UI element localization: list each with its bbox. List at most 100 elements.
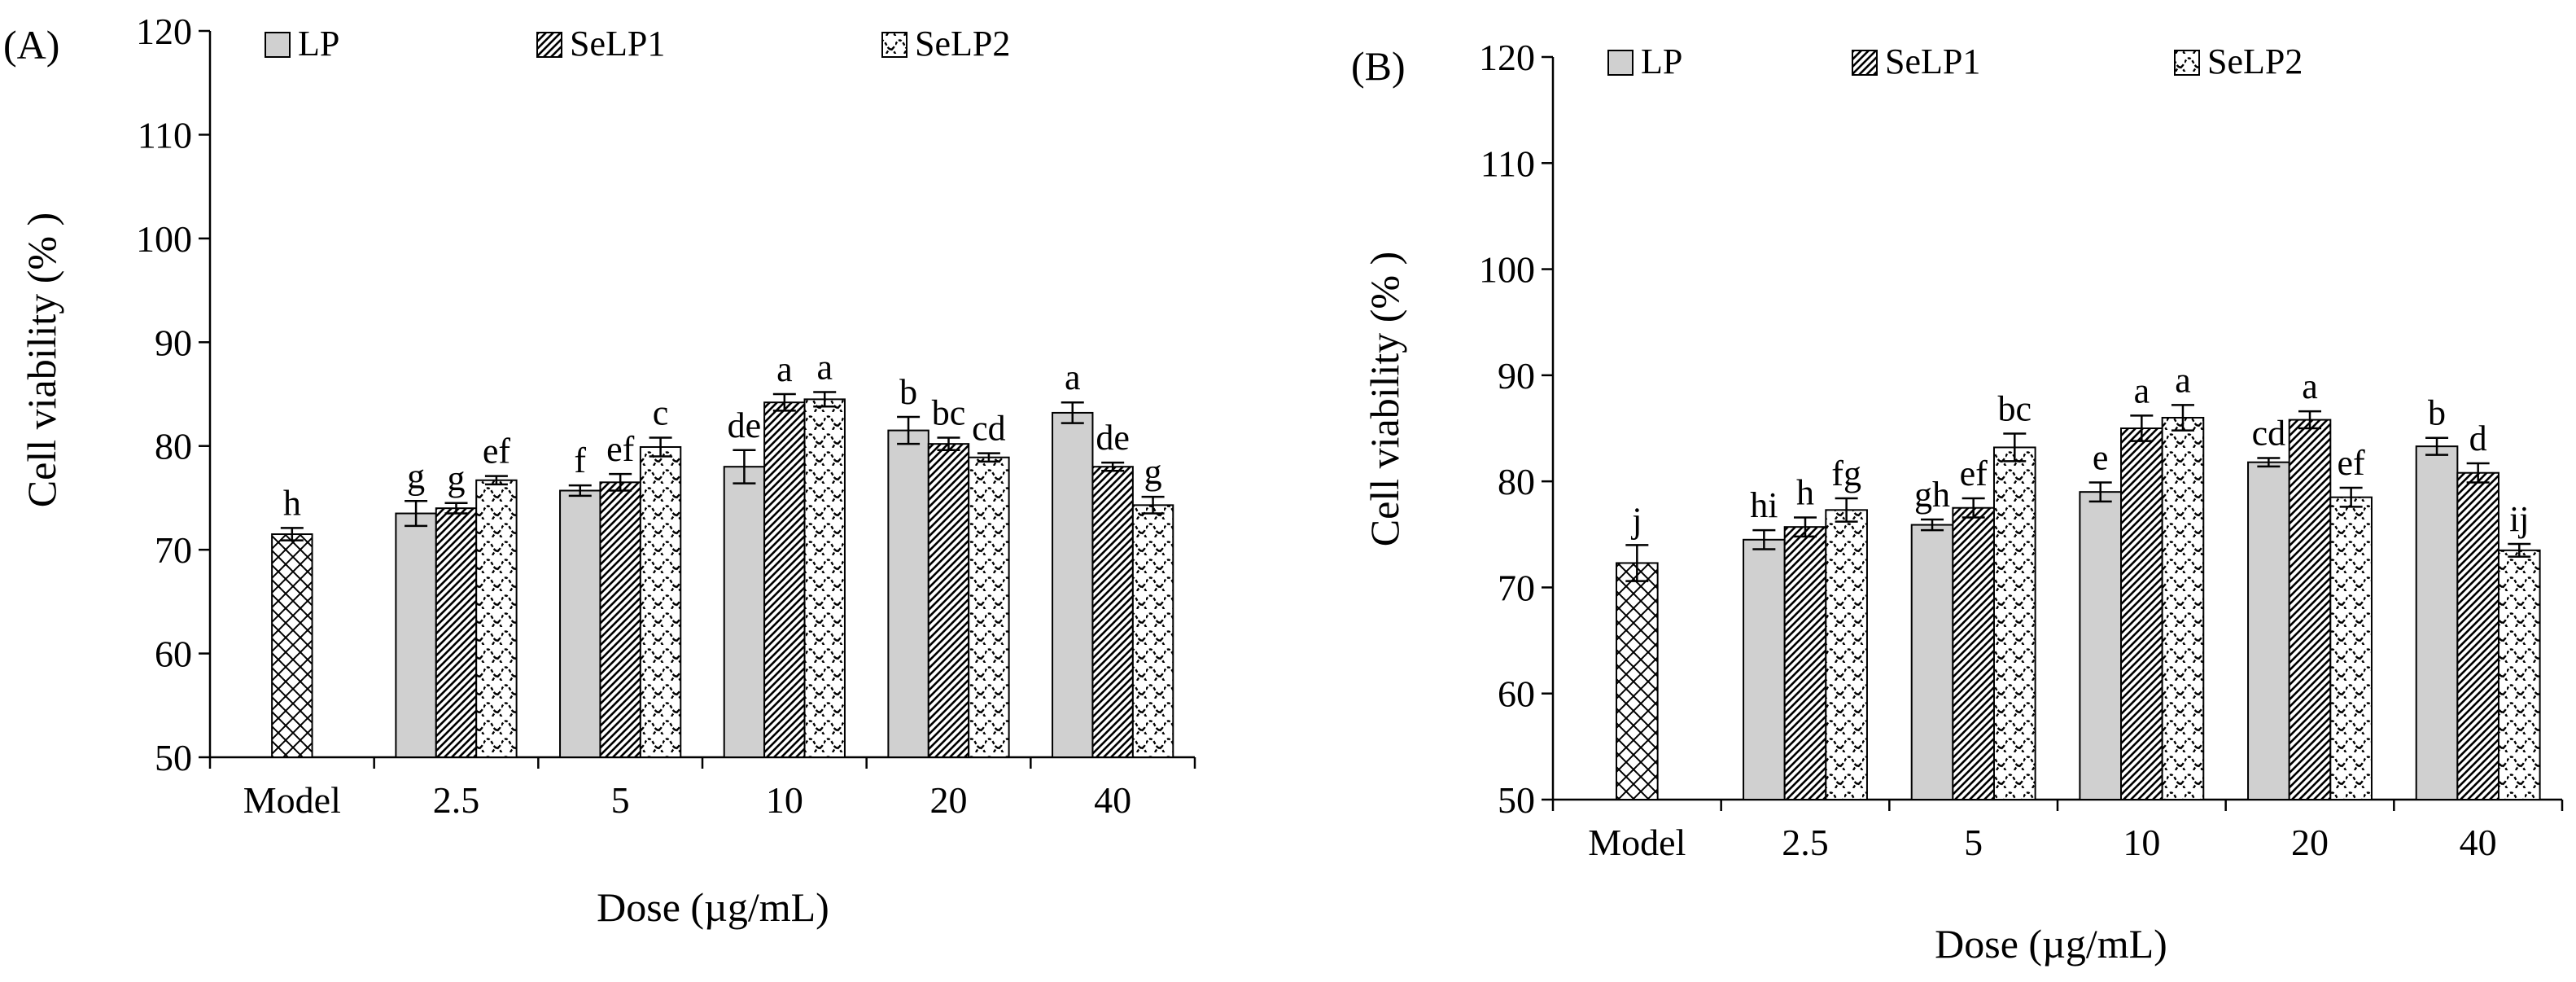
panel-b-selp1-40-bar (2456, 471, 2499, 800)
panel-b-lp-40-sig-label: b (2428, 393, 2446, 433)
panel-a-ytick-label: 120 (136, 11, 192, 52)
panel-a-ylabel: Cell viability (% ) (19, 213, 64, 507)
panel-a-legend-swatch-lp (265, 32, 291, 58)
panel-b-selp2-20-sig-label: ef (2338, 443, 2366, 483)
panel-a-selp1-40-bar (1091, 466, 1134, 758)
panel-b-lp-5-sig-label: gh (1914, 475, 1950, 515)
panel-b-xtick-label: 5 (1964, 822, 1983, 863)
panel-b-lp-10-sig-label: e (2093, 437, 2109, 477)
panel-a-lp-10-sig-label: de (728, 406, 762, 445)
panel-a-legend-swatch-selp1 (536, 32, 562, 58)
panel-a-lp-40-bar (1052, 411, 1094, 758)
panel-b-selp2-40-sig-label: ij (2509, 499, 2529, 539)
panel-b-legend-label-selp2: SeLP2 (2207, 42, 2303, 81)
panel-b-xlabel: Dose (µg/mL) (1935, 921, 2167, 967)
panel-b-selp1-20-sig-label: a (2302, 366, 2318, 406)
panel-b-axes: 50 60 70 80 90 100 110 120 Model 2.5 5 10 20 40 (1479, 37, 2564, 863)
panel-b-selp1-10-sig-label: a (2134, 370, 2150, 410)
panel-a-legend: LP SeLP1 SeLP2 (265, 24, 1010, 64)
panel-a-legend-label-lp: LP (298, 24, 339, 64)
panel-b-lp-2.5-sig-label: hi (1750, 485, 1778, 525)
panel-b-model-bar (1616, 562, 1659, 800)
panel-b-ytick-label: 80 (1498, 461, 1535, 502)
panel-b-selp2-5-sig-label: bc (1998, 389, 2032, 429)
panel-b-selp1-40-sig-label: d (2469, 419, 2487, 458)
panel-b-ytick-label: 100 (1479, 249, 1535, 291)
panel-a-selp2-20-bar (968, 456, 1010, 759)
panel-b-ytick-label: 50 (1498, 779, 1535, 821)
panel-a-lp-40-sig-label: a (1065, 357, 1081, 397)
panel-b-selp1-10-bar (2120, 427, 2163, 800)
panel-a-selp1-5-bar (599, 481, 641, 758)
panel-b-selp1-20-bar (2288, 419, 2332, 800)
panel-b: (B) 50 60 70 80 90 100 110 120 Model 2.5 5 10 20 40 j… (1351, 37, 2564, 967)
panel-b-lp-20-sig-label: cd (2252, 413, 2286, 453)
panel-a-selp2-10-sig-label: a (816, 347, 833, 387)
panel-b-selp2-2.5-bar (1825, 509, 1868, 800)
panel-b-legend-swatch-selp2 (2174, 50, 2200, 76)
panel-b-legend-swatch-selp1 (1852, 50, 1878, 76)
panel-b-lp-2.5-bar (1743, 538, 1786, 800)
panel-a-lp-10-bar (723, 466, 766, 758)
panel-a-legend-swatch-selp2 (881, 32, 908, 58)
panel-a-legend-label-selp1: SeLP1 (570, 24, 665, 64)
panel-a-ytick-label: 70 (155, 529, 192, 571)
panel-b-ytick-label: 110 (1480, 142, 1535, 184)
panel-a-selp2-5-sig-label: c (653, 393, 669, 433)
panel-a-selp1-10-bar (763, 401, 806, 758)
panel-a-lp-20-bar (887, 429, 929, 758)
panel-b-lp-40-bar (2415, 445, 2459, 800)
panel-a-selp1-2.5-sig-label: g (448, 458, 466, 498)
panel-b-ytick-label: 90 (1498, 355, 1535, 397)
panel-a-legend-label-selp2: SeLP2 (915, 24, 1010, 64)
panel-a-selp1-5-sig-label: ef (606, 429, 635, 469)
panel-a-selp1-2.5-bar (435, 507, 478, 759)
panel-a-selp1-40-sig-label: de (1096, 418, 1130, 458)
panel-a-selp2-40-bar (1131, 504, 1174, 758)
panel-a-selp2-5-bar (639, 445, 682, 758)
panel-a-model-sig-label: h (283, 483, 301, 523)
panel-b-xtick-label: 2.5 (1782, 822, 1829, 863)
panel-b-selp1-5-bar (1952, 506, 1995, 800)
panel-a-ytick-label: 100 (136, 218, 192, 260)
panel-b-selp1-2.5-sig-label: h (1796, 472, 1814, 512)
panel-b-lp-10-bar (2079, 491, 2123, 801)
panel-a-selp2-20-sig-label: cd (972, 409, 1006, 449)
panel-b-legend-label-selp1: SeLP1 (1885, 42, 1980, 81)
panel-b-legend: LP SeLP1 SeLP2 (1607, 42, 2303, 81)
panel-b-selp2-20-bar (2329, 496, 2373, 801)
panel-a-xlabel: Dose (µg/mL) (597, 884, 829, 930)
panel-a-ytick-label: 90 (155, 322, 192, 363)
panel-b-xtick-label: 10 (2123, 822, 2160, 863)
panel-a: (A) 50 60 70 80 90 100 110 120 Model 2.5 5 10 20 40 h… (3, 11, 1196, 930)
panel-b-lp-5-bar (1910, 524, 1954, 800)
panel-a-label: (A) (3, 22, 59, 68)
panel-b-selp2-2.5-sig-label: fg (1831, 454, 1861, 493)
panel-a-selp2-10-bar (803, 398, 846, 758)
panel-a-axes: 50 60 70 80 90 100 110 120 Model 2.5 5 10 20 40 (136, 11, 1196, 821)
panel-b-selp2-40-bar (2497, 549, 2541, 800)
panel-b-selp1-5-sig-label: ef (1960, 454, 1988, 493)
panel-a-lp-5-sig-label: f (574, 441, 586, 480)
panel-b-ytick-label: 70 (1498, 567, 1535, 608)
panel-a-selp1-20-sig-label: bc (932, 393, 966, 433)
panel-b-lp-20-bar (2247, 461, 2290, 800)
panel-b-legend-swatch-lp (1607, 50, 1634, 76)
panel-b-xtick-label: Model (1588, 822, 1686, 863)
panel-b-ytick-label: 120 (1479, 37, 1535, 78)
panel-b-model-sig-label: j (1630, 500, 1642, 540)
panel-a-ytick-label: 50 (155, 737, 192, 778)
panel-a-xtick-label: 20 (930, 779, 968, 821)
panel-b-selp2-5-bar (1992, 446, 2036, 800)
panel-a-lp-2.5-bar (395, 512, 437, 758)
panel-a-lp-2.5-sig-label: g (407, 456, 425, 496)
panel-b-selp1-2.5-bar (1783, 526, 1827, 800)
panel-a-ytick-label: 80 (155, 426, 192, 467)
panel-b-xtick-label: 20 (2291, 822, 2329, 863)
panel-b-legend-label-lp: LP (1641, 42, 1682, 81)
panel-b-xtick-label: 40 (2460, 822, 2497, 863)
panel-a-selp2-2.5-bar (475, 479, 518, 758)
